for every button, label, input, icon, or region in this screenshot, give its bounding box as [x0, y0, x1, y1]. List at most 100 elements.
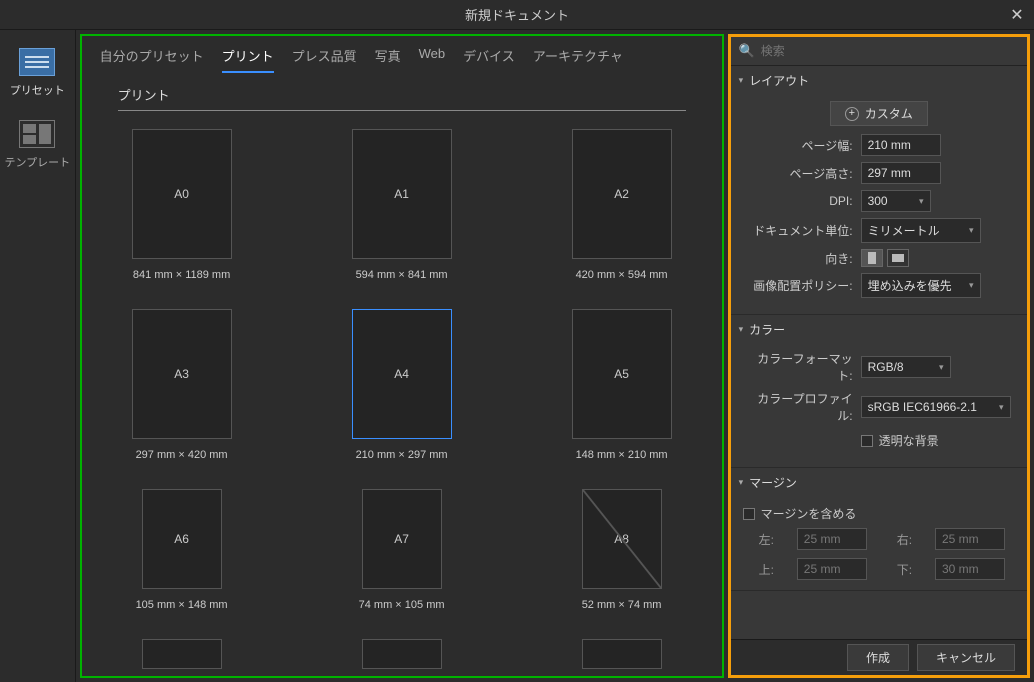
custom-button[interactable]: + カスタム: [830, 101, 928, 126]
color-format-value: RGB/8: [868, 360, 904, 374]
preset-thumb: [362, 639, 442, 669]
panel-hdr-margin[interactable]: ▾ マージン: [731, 468, 1027, 497]
plus-icon: +: [845, 107, 859, 121]
panel-hdr-color[interactable]: ▾ カラー: [731, 315, 1027, 344]
search-input[interactable]: [761, 44, 1019, 58]
panel-title-color: カラー: [749, 321, 785, 338]
policy-value: 埋め込みを優先: [868, 277, 952, 294]
color-profile-select[interactable]: sRGB IEC61966-2.1▾: [861, 396, 1011, 418]
preset-dim: 420 mm × 594 mm: [576, 269, 668, 281]
page-height-input[interactable]: [861, 162, 941, 184]
preset-thumb: [582, 639, 662, 669]
margin-left-input[interactable]: [797, 528, 867, 550]
preset-thumb: A4: [352, 309, 452, 439]
panel-title-margin: マージン: [749, 474, 797, 491]
preset-a4[interactable]: A4 210 mm × 297 mm: [332, 309, 472, 461]
settings-panel: 🔍 ▾ レイアウト + カスタム: [728, 34, 1030, 678]
orientation-landscape[interactable]: [887, 249, 909, 267]
preset-dim: 841 mm × 1189 mm: [133, 269, 230, 281]
policy-label: 画像配置ポリシー:: [743, 277, 853, 294]
preset-thumb: A0: [132, 129, 232, 259]
units-value: ミリメートル: [868, 222, 940, 239]
search-row: 🔍: [731, 37, 1027, 66]
margin-bottom-input[interactable]: [935, 558, 1005, 580]
category-tabs: 自分のプリセット プリント プレス品質 写真 Web デバイス アーキテクチャ: [82, 36, 722, 81]
policy-select[interactable]: 埋め込みを優先 ▾: [861, 273, 981, 298]
transparent-bg-label: 透明な背景: [879, 432, 939, 449]
preset-next[interactable]: [112, 639, 252, 676]
presets-icon: [19, 48, 55, 76]
preset-dim: 52 mm × 74 mm: [582, 599, 662, 611]
preset-thumb: [142, 639, 222, 669]
margin-right-label: 右:: [897, 531, 915, 548]
search-icon: 🔍: [739, 43, 755, 59]
chevron-down-icon: ▾: [939, 362, 944, 373]
checkbox-icon: [743, 508, 755, 520]
chevron-down-icon: ▾: [999, 402, 1004, 413]
margin-bottom-label: 下:: [897, 561, 915, 578]
chevron-down-icon: ▾: [739, 324, 744, 335]
close-icon[interactable]: ✕: [1008, 6, 1026, 24]
preset-a0[interactable]: A0 841 mm × 1189 mm: [112, 129, 252, 281]
tab-press-quality[interactable]: プレス品質: [292, 46, 357, 73]
dpi-value: 300: [868, 194, 888, 208]
page-height-label: ページ高さ:: [743, 165, 853, 182]
preset-next[interactable]: [332, 639, 472, 676]
units-select[interactable]: ミリメートル ▾: [861, 218, 981, 243]
include-margin-checkbox[interactable]: マージンを含める: [743, 503, 1015, 524]
chevron-down-icon: ▾: [969, 225, 974, 236]
panel-hdr-layout[interactable]: ▾ レイアウト: [731, 66, 1027, 95]
margin-top-label: 上:: [759, 561, 777, 578]
checkbox-icon: [861, 435, 873, 447]
preset-a2[interactable]: A2 420 mm × 594 mm: [552, 129, 692, 281]
chevron-down-icon: ▾: [739, 75, 744, 86]
dpi-select[interactable]: 300 ▾: [861, 190, 931, 212]
cancel-button[interactable]: キャンセル: [917, 644, 1015, 671]
preset-thumb: A8: [582, 489, 662, 589]
rail-templates-label: テンプレート: [4, 154, 70, 170]
tab-architecture[interactable]: アーキテクチャ: [533, 46, 623, 73]
preset-next[interactable]: [552, 639, 692, 676]
page-width-input[interactable]: [861, 134, 941, 156]
orient-label: 向き:: [743, 250, 853, 267]
preset-thumb: A2: [572, 129, 672, 259]
margin-left-label: 左:: [759, 531, 777, 548]
chevron-down-icon: ▾: [969, 280, 974, 291]
custom-button-label: カスタム: [865, 105, 913, 122]
page-width-label: ページ幅:: [743, 137, 853, 154]
margin-top-input[interactable]: [797, 558, 867, 580]
create-button[interactable]: 作成: [847, 644, 909, 671]
color-format-select[interactable]: RGB/8 ▾: [861, 356, 951, 378]
tab-web[interactable]: Web: [419, 46, 446, 73]
preset-dim: 297 mm × 420 mm: [136, 449, 228, 461]
preset-thumb: A6: [142, 489, 222, 589]
tab-photo[interactable]: 写真: [375, 46, 401, 73]
preset-a6[interactable]: A6 105 mm × 148 mm: [112, 489, 252, 611]
tab-device[interactable]: デバイス: [463, 46, 515, 73]
margin-right-input[interactable]: [935, 528, 1005, 550]
rail-presets[interactable]: プリセット: [0, 40, 75, 112]
preset-a3[interactable]: A3 297 mm × 420 mm: [112, 309, 252, 461]
preset-a8[interactable]: A8 52 mm × 74 mm: [552, 489, 692, 611]
preset-thumb: A7: [362, 489, 442, 589]
tab-my-presets[interactable]: 自分のプリセット: [100, 46, 204, 73]
preset-dim: 148 mm × 210 mm: [576, 449, 668, 461]
preset-a1[interactable]: A1 594 mm × 841 mm: [332, 129, 472, 281]
orientation-portrait[interactable]: [861, 249, 883, 267]
chevron-down-icon: ▾: [919, 196, 924, 207]
preset-a5[interactable]: A5 148 mm × 210 mm: [552, 309, 692, 461]
window-title: 新規ドキュメント: [465, 5, 569, 24]
color-format-label: カラーフォーマット:: [743, 350, 853, 384]
transparent-bg-checkbox[interactable]: 透明な背景: [861, 430, 939, 451]
main-panel: 自分のプリセット プリント プレス品質 写真 Web デバイス アーキテクチャ …: [80, 34, 724, 678]
rail-templates[interactable]: テンプレート: [0, 112, 75, 184]
templates-icon: [19, 120, 55, 148]
preset-dim: 594 mm × 841 mm: [356, 269, 448, 281]
color-profile-label: カラープロファイル:: [743, 390, 853, 424]
preset-dim: 105 mm × 148 mm: [136, 599, 228, 611]
panel-title-layout: レイアウト: [749, 72, 809, 89]
preset-thumb: A3: [132, 309, 232, 439]
tab-print[interactable]: プリント: [222, 46, 274, 73]
preset-a7[interactable]: A7 74 mm × 105 mm: [332, 489, 472, 611]
preset-grid[interactable]: A0 841 mm × 1189 mm A1 594 mm × 841 mm A…: [82, 111, 722, 676]
